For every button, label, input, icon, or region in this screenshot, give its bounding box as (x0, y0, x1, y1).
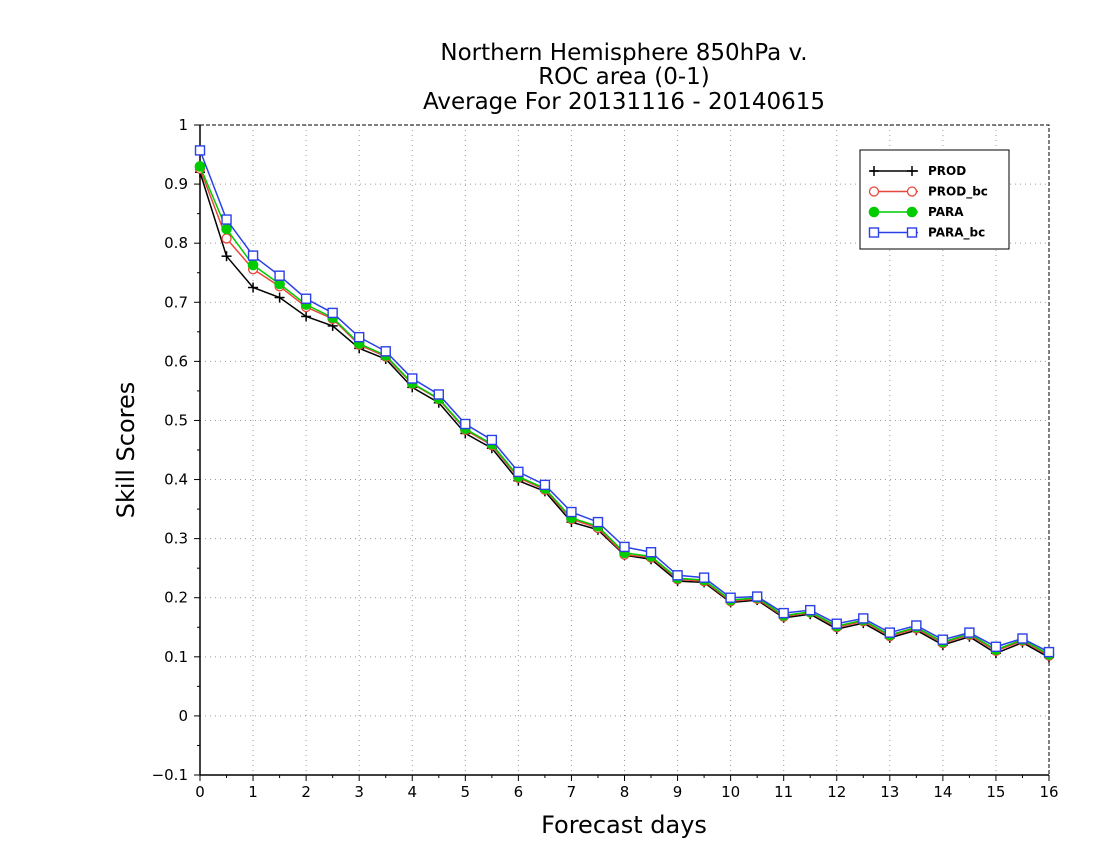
x-tick-label: 8 (620, 783, 630, 801)
grid (200, 125, 1049, 775)
data-point (407, 373, 418, 384)
data-point (858, 613, 869, 624)
data-point (221, 214, 232, 225)
data-point (513, 466, 524, 478)
data-point (698, 572, 710, 583)
chart-title-line-1: Northern Hemisphere 850hPa v. (440, 40, 807, 66)
y-tick-label: 0.8 (164, 234, 188, 252)
x-tick-label: 14 (933, 783, 952, 801)
data-point (672, 570, 683, 581)
data-point (884, 627, 896, 638)
legend-marker (906, 186, 918, 197)
data-point (619, 541, 630, 553)
data-point (433, 389, 444, 400)
x-tick-label: 12 (827, 783, 846, 801)
legend-marker (907, 166, 917, 176)
data-point (300, 293, 312, 304)
legend-marker (868, 227, 880, 238)
data-point (327, 307, 338, 319)
data-point (486, 434, 498, 446)
x-tick-label: 7 (567, 783, 577, 801)
data-point (937, 634, 949, 645)
data-point (221, 233, 232, 244)
x-tick-label: 15 (986, 783, 1005, 801)
data-point (964, 627, 975, 638)
data-point (274, 270, 285, 281)
x-tick-label: 2 (301, 783, 311, 801)
legend-marker (906, 206, 918, 218)
y-tick-label: 1 (178, 116, 188, 134)
data-point (248, 282, 259, 293)
data-point (592, 516, 604, 528)
chart-title-line-2: ROC area (0-1) (538, 64, 710, 90)
x-tick-label: 1 (248, 783, 258, 801)
data-point (751, 591, 763, 602)
y-tick-label: 0.6 (164, 352, 188, 370)
data-point (194, 161, 206, 172)
legend-marker (869, 166, 879, 176)
y-tick-label: 0 (178, 707, 188, 725)
x-tick-label: 5 (461, 783, 471, 801)
legend-label: PROD_bc (928, 185, 988, 200)
data-point (1043, 646, 1055, 658)
data-point (831, 618, 842, 629)
data-point (380, 346, 391, 357)
chart-title-line-3: Average For 20131116 - 20140615 (423, 89, 825, 115)
x-tick-label: 9 (673, 783, 683, 801)
data-point (353, 331, 365, 343)
axis-ticks: 0 1 2 3 4 5 6 7 8 9 10 11 12 13 14 15 16−0.100.10.20.30.… (152, 116, 1059, 801)
data-point (566, 506, 577, 518)
legend-label: PARA (928, 205, 964, 219)
data-point (460, 418, 471, 430)
x-tick-label: 16 (1039, 783, 1058, 801)
data-point (911, 620, 922, 631)
data-point (645, 547, 657, 558)
data-point (539, 479, 551, 491)
legend-marker (868, 186, 880, 197)
y-tick-label: 0.3 (164, 530, 188, 548)
y-tick-label: 0.4 (164, 471, 188, 489)
legend-marker (868, 206, 880, 218)
y-tick-label: 0.7 (164, 293, 188, 311)
data-point (778, 607, 789, 619)
data-point (725, 592, 736, 603)
x-tick-label: 3 (354, 783, 364, 801)
y-axis-label: Skill Scores (112, 382, 140, 519)
data-point (990, 641, 1002, 652)
series-para-bc (194, 145, 1055, 658)
x-tick-label: 6 (514, 783, 524, 801)
legend-item: PARA_bc (868, 226, 985, 241)
data-point (247, 250, 259, 261)
x-tick-label: 11 (774, 783, 793, 801)
y-tick-label: −0.1 (152, 766, 188, 784)
data-point (194, 145, 206, 156)
y-tick-label: 0.9 (164, 175, 188, 193)
data-point (221, 251, 232, 262)
x-tick-label: 4 (407, 783, 417, 801)
legend-item: PROD (869, 164, 966, 178)
y-tick-label: 0.1 (164, 648, 188, 666)
series-lines (194, 145, 1055, 663)
y-tick-label: 0.2 (164, 589, 188, 607)
data-point (274, 292, 285, 303)
x-tick-label: 13 (880, 783, 899, 801)
data-point (247, 259, 259, 271)
data-point (221, 223, 232, 235)
y-tick-label: 0.5 (164, 411, 188, 429)
data-point (301, 311, 312, 322)
legend-marker (906, 227, 918, 238)
legend-item: PROD_bc (868, 185, 988, 200)
legend-label: PROD (928, 164, 966, 178)
legend-item: PARA (868, 205, 964, 219)
x-axis-label: Forecast days (541, 811, 707, 839)
x-tick-label: 10 (721, 783, 740, 801)
legend-label: PARA_bc (928, 226, 985, 241)
data-point (805, 604, 816, 616)
legend: PROD PROD_bc PARA PARA_bc (859, 149, 1010, 250)
x-tick-label: 0 (195, 783, 205, 801)
data-point (1017, 633, 1028, 644)
